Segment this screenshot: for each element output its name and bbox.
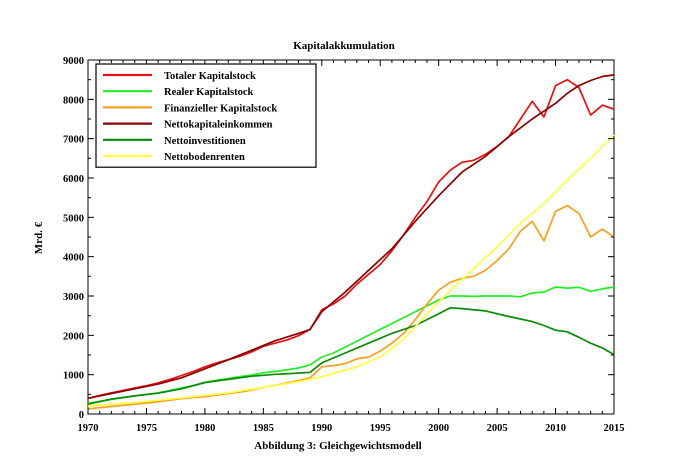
y-tick-label: 0 xyxy=(79,410,84,421)
x-tick-label: 2015 xyxy=(604,423,625,434)
legend: Totaler Kapitalstock Realer Kapitalstock F… xyxy=(95,63,317,168)
y-tick-label: 6000 xyxy=(63,174,84,185)
series-line-2 xyxy=(87,286,615,405)
y-tick-label: 1000 xyxy=(63,371,84,382)
series-line-4 xyxy=(87,74,615,400)
series-line-6 xyxy=(87,134,615,407)
series-line-3 xyxy=(87,204,615,410)
legend-label: Finanzieller Kapitalstock xyxy=(164,103,277,114)
axis-ticks: 1970 1975 1980 1985 1990 1995 2000 2005 2010 2015… xyxy=(63,56,625,434)
y-tick-label: 7000 xyxy=(63,135,84,146)
x-tick-label: 1985 xyxy=(253,423,274,434)
chart-title: Kapitalakkumulation xyxy=(293,40,394,52)
series-line-1 xyxy=(87,78,615,400)
x-tick-label: 1975 xyxy=(136,423,157,434)
series-line-5 xyxy=(87,306,615,406)
x-tick-label: 1980 xyxy=(194,423,215,434)
x-tick-label: 1995 xyxy=(370,423,391,434)
x-tick-label: 2005 xyxy=(487,423,508,434)
legend-label: Nettokapitaleinkommen xyxy=(164,120,273,131)
y-tick-label: 8000 xyxy=(63,95,84,106)
x-tick-label: 1990 xyxy=(311,423,332,434)
x-tick-label: 1970 xyxy=(78,423,99,434)
y-tick-label: 2000 xyxy=(63,331,84,342)
y-tick-label: 4000 xyxy=(63,253,84,264)
x-axis-label: Abbildung 3: Gleichgewichtsmodell xyxy=(254,440,421,452)
legend-label: Nettobodenrenten xyxy=(164,152,245,163)
legend-label: Realer Kapitalstock xyxy=(164,87,253,98)
series-lines xyxy=(87,74,615,410)
x-tick-label: 2000 xyxy=(428,423,449,434)
x-tick-label: 2010 xyxy=(545,423,566,434)
legend-box xyxy=(95,63,317,168)
y-tick-label: 3000 xyxy=(63,292,84,303)
y-tick-label: 5000 xyxy=(63,213,84,224)
legend-label: Totaler Kapitalstock xyxy=(164,71,256,82)
y-axis-label: Mrd. € xyxy=(33,221,45,254)
legend-label: Nettoinvestitionen xyxy=(164,136,246,147)
y-tick-label: 9000 xyxy=(63,56,84,67)
